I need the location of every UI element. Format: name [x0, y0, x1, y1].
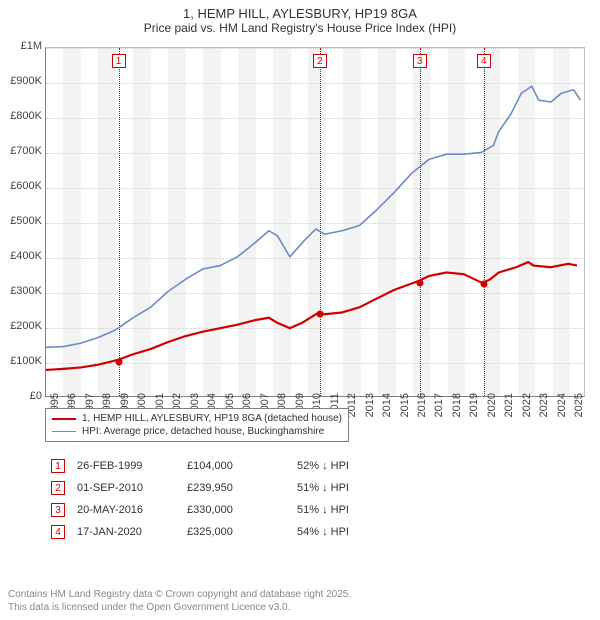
transaction-vs-hpi: 52% ↓ HPI — [291, 455, 355, 477]
attribution-line1: Contains HM Land Registry data © Crown c… — [8, 588, 351, 601]
series-hpi — [46, 86, 581, 347]
transactions-table: 1 26-FEB-1999£104,00052% ↓ HPI 2 01-SEP-201… — [45, 455, 355, 543]
transaction-date: 01-SEP-2010 — [71, 477, 181, 499]
title-block: 1, HEMP HILL, AYLESBURY, HP19 8GA Price … — [0, 0, 600, 37]
transaction-price: £239,950 — [181, 477, 291, 499]
legend-swatch — [52, 418, 76, 420]
transaction-vs-hpi: 51% ↓ HPI — [291, 477, 355, 499]
x-tick-label: 2014 — [381, 393, 393, 433]
y-tick-label: £600K — [2, 180, 42, 192]
legend-label: 1, HEMP HILL, AYLESBURY, HP19 8GA (detac… — [82, 413, 342, 424]
legend-row: HPI: Average price, detached house, Buck… — [52, 425, 342, 438]
x-tick-label: 2023 — [538, 393, 550, 433]
plot-region: 1 2 3 4 — [45, 47, 585, 397]
y-tick-label: £700K — [2, 145, 42, 157]
title-sub: Price paid vs. HM Land Registry's House … — [0, 21, 600, 35]
title-main: 1, HEMP HILL, AYLESBURY, HP19 8GA — [0, 6, 600, 21]
x-tick-label: 2016 — [416, 393, 428, 433]
transaction-point — [316, 311, 323, 318]
transaction-price: £325,000 — [181, 521, 291, 543]
table-row: 1 26-FEB-1999£104,00052% ↓ HPI — [45, 455, 355, 477]
transaction-date: 26-FEB-1999 — [71, 455, 181, 477]
attribution-line2: This data is licensed under the Open Gov… — [8, 601, 351, 614]
transaction-point — [416, 279, 423, 286]
chart-area: 1 2 3 4 £0 £100K £200K £300K £400K £500K £600K £70… — [0, 37, 600, 447]
x-tick-label: 2019 — [468, 393, 480, 433]
y-tick-label: £500K — [2, 215, 42, 227]
series-price_paid — [46, 262, 577, 370]
y-tick-label: £400K — [2, 250, 42, 262]
chart-lines — [46, 48, 584, 396]
x-tick-label: 2021 — [503, 393, 515, 433]
legend-row: 1, HEMP HILL, AYLESBURY, HP19 8GA (detac… — [52, 412, 342, 425]
chart-container: 1, HEMP HILL, AYLESBURY, HP19 8GA Price … — [0, 0, 600, 620]
attribution: Contains HM Land Registry data © Crown c… — [8, 588, 351, 614]
table-row: 4 17-JAN-2020£325,00054% ↓ HPI — [45, 521, 355, 543]
marker-box: 1 — [112, 54, 126, 68]
legend-label: HPI: Average price, detached house, Buck… — [82, 426, 324, 437]
x-tick-label: 2020 — [486, 393, 498, 433]
x-tick-label: 2017 — [433, 393, 445, 433]
marker-ref: 1 — [51, 459, 65, 473]
transaction-point — [480, 281, 487, 288]
legend: 1, HEMP HILL, AYLESBURY, HP19 8GA (detac… — [45, 408, 349, 442]
transaction-vs-hpi: 54% ↓ HPI — [291, 521, 355, 543]
transaction-vs-hpi: 51% ↓ HPI — [291, 499, 355, 521]
x-tick-label: 2022 — [521, 393, 533, 433]
y-tick-label: £1M — [2, 40, 42, 52]
y-tick-label: £0 — [2, 390, 42, 402]
transaction-point — [115, 358, 122, 365]
marker-box: 4 — [477, 54, 491, 68]
marker-ref: 4 — [51, 525, 65, 539]
marker-ref: 2 — [51, 481, 65, 495]
y-tick-label: £200K — [2, 320, 42, 332]
legend-swatch — [52, 431, 76, 432]
x-tick-label: 2024 — [556, 393, 568, 433]
table-row: 3 20-MAY-2016£330,00051% ↓ HPI — [45, 499, 355, 521]
x-tick-label: 2025 — [573, 393, 585, 433]
marker-box: 3 — [413, 54, 427, 68]
table-row: 2 01-SEP-2010£239,95051% ↓ HPI — [45, 477, 355, 499]
transaction-price: £330,000 — [181, 499, 291, 521]
transaction-date: 20-MAY-2016 — [71, 499, 181, 521]
x-tick-label: 2018 — [451, 393, 463, 433]
x-tick-label: 2015 — [399, 393, 411, 433]
x-tick-label: 2013 — [364, 393, 376, 433]
transaction-date: 17-JAN-2020 — [71, 521, 181, 543]
y-tick-label: £900K — [2, 75, 42, 87]
y-tick-label: £300K — [2, 285, 42, 297]
transaction-price: £104,000 — [181, 455, 291, 477]
marker-box: 2 — [313, 54, 327, 68]
marker-ref: 3 — [51, 503, 65, 517]
y-tick-label: £100K — [2, 355, 42, 367]
y-tick-label: £800K — [2, 110, 42, 122]
